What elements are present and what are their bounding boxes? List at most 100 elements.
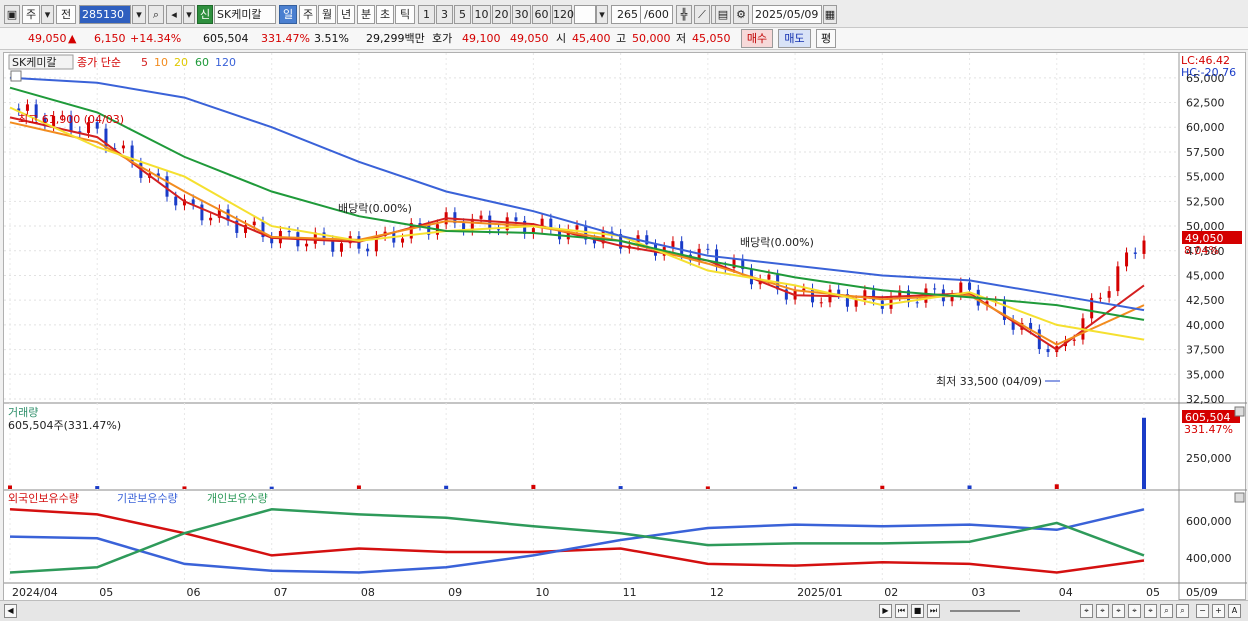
speaker-icon[interactable]: ◂ — [166, 5, 182, 24]
candle-body — [1072, 339, 1076, 341]
tool-icon-2[interactable]: ⌖ — [1096, 604, 1109, 618]
candle-type-icon[interactable]: ╬ — [676, 5, 692, 24]
volume-y-tick: 250,000 — [1186, 452, 1232, 465]
candle-body — [191, 199, 195, 205]
scroll-right-icon[interactable]: ▶ — [879, 604, 892, 618]
chart-area[interactable]: 65,000 62,500 60,000 57,500 55,000 52,500 50,0… — [3, 52, 1247, 601]
candle-body — [968, 282, 972, 290]
zoom-slider[interactable] — [950, 610, 1020, 612]
candle-body — [17, 108, 21, 111]
market-select[interactable]: 주 — [22, 5, 40, 24]
candle-body — [462, 223, 466, 231]
volume-bar — [8, 485, 12, 489]
candle-body — [244, 225, 248, 233]
ma5-legend: 5 — [141, 56, 148, 69]
volume-bar — [444, 485, 449, 489]
tool-icon-6[interactable]: ⌕ — [1160, 604, 1173, 618]
interval-120[interactable]: 120 — [552, 5, 574, 24]
sell-button[interactable]: 매도 — [778, 29, 811, 48]
interval-30[interactable]: 30 — [512, 5, 531, 24]
current-price: 49,050 — [28, 32, 67, 45]
candle-body — [209, 217, 213, 221]
volume-pct-tag: 331.47% — [1184, 423, 1233, 436]
market-dropdown-icon[interactable]: ▾ — [41, 5, 54, 24]
buy-button[interactable]: 매수 — [741, 29, 773, 48]
candle-body — [409, 223, 413, 239]
price-y-tick-label: 47,500 — [1186, 245, 1225, 258]
candle-body — [479, 215, 483, 219]
candle-body — [671, 241, 675, 248]
candle-body — [331, 240, 335, 252]
interval-60[interactable]: 60 — [532, 5, 551, 24]
tool-icon-1[interactable]: ⌖ — [1080, 604, 1093, 618]
scroll-end-icon[interactable]: ⏭ — [927, 604, 940, 618]
interval-10[interactable]: 10 — [472, 5, 491, 24]
x-axis-label: 08 — [361, 586, 375, 599]
tool-icon-4[interactable]: ⌖ — [1128, 604, 1141, 618]
interval-5[interactable]: 5 — [454, 5, 471, 24]
period-tick-tab[interactable]: 틱 — [395, 5, 415, 24]
holding-close-icon[interactable] — [1234, 492, 1245, 503]
stock-code-input[interactable]: 285130 — [79, 5, 131, 24]
interval-3[interactable]: 3 — [436, 5, 453, 24]
new-badge: 신 — [197, 5, 213, 24]
high-annotation: 최고 61,900 (04/03) — [18, 113, 124, 126]
count-input[interactable]: 265 — [611, 5, 641, 24]
candle-body — [854, 300, 858, 307]
candle-style-icon[interactable] — [10, 70, 22, 82]
period-day-tab[interactable]: 일 — [279, 5, 297, 24]
candle-body — [113, 148, 117, 150]
speaker-dropdown-icon[interactable]: ▾ — [183, 5, 195, 24]
holding-lines — [9, 508, 1145, 574]
ask-price: 49,100 — [462, 32, 501, 45]
scroll-bar[interactable]: ◀ ▶ ⏮ ■ ⏭ ⌖ ⌖ ⌖ ⌖ ⌖ ⌕ ⌕ − + A — [0, 600, 1248, 621]
high-price: 50,000 — [632, 32, 671, 45]
period-week-tab[interactable]: 주 — [299, 5, 317, 24]
zoom-out-icon[interactable]: − — [1196, 604, 1209, 618]
candle-body — [1090, 298, 1094, 319]
period-second-tab[interactable]: 초 — [376, 5, 394, 24]
price-y-tick-label: 40,000 — [1186, 319, 1225, 332]
window-icon[interactable]: ▣ — [4, 5, 20, 24]
candle-body — [706, 248, 710, 250]
candle-body — [1098, 297, 1102, 299]
interval-20[interactable]: 20 — [492, 5, 511, 24]
search-icon[interactable]: ⌕ — [148, 5, 164, 24]
holding-line-1 — [9, 508, 1145, 574]
line-tool-icon[interactable]: ⟋ — [694, 5, 710, 24]
date-input[interactable]: 2025/05/09 — [752, 5, 822, 24]
candle-body — [95, 122, 99, 129]
x-axis-label: 05/09 — [1186, 586, 1218, 599]
chart-svg[interactable]: 65,000 62,500 60,000 57,500 55,000 52,500 50,0… — [4, 53, 1247, 601]
volume-close-icon[interactable] — [1234, 406, 1245, 417]
scroll-start-icon[interactable]: ⏮ — [895, 604, 908, 618]
period-month-tab[interactable]: 월 — [318, 5, 336, 24]
interval-1[interactable]: 1 — [418, 5, 435, 24]
x-axis-label: 11 — [623, 586, 637, 599]
scroll-left-icon[interactable]: ◀ — [4, 604, 17, 618]
save-icon[interactable]: ▤ — [715, 5, 731, 24]
calendar-icon[interactable]: ▦ — [823, 5, 837, 24]
candle-body — [104, 128, 108, 149]
low-annotation: 최저 33,500 (04/09) — [936, 375, 1042, 388]
tool-icon-7[interactable]: ⌕ — [1176, 604, 1189, 618]
volume-bar — [269, 486, 274, 489]
prev-button[interactable]: 전 — [56, 5, 76, 24]
candle-body — [1002, 301, 1006, 320]
interval-dropdown-icon[interactable]: ▾ — [596, 5, 608, 24]
period-minute-tab[interactable]: 분 — [357, 5, 375, 24]
settings-icon[interactable]: ⚙ — [733, 5, 749, 24]
auto-scale-icon[interactable]: A — [1228, 604, 1241, 618]
stop-icon[interactable]: ■ — [911, 604, 924, 618]
candle-body — [819, 302, 823, 304]
zoom-in-icon[interactable]: + — [1212, 604, 1225, 618]
tool-icon-5[interactable]: ⌖ — [1144, 604, 1157, 618]
stock-name-field[interactable]: SK케미칼 — [214, 5, 276, 24]
period-year-tab[interactable]: 년 — [337, 5, 355, 24]
custom-interval-input[interactable] — [574, 5, 596, 24]
x-axis-label: 05 — [99, 586, 113, 599]
code-dropdown-icon[interactable]: ▾ — [132, 5, 146, 24]
ma-line-20 — [9, 106, 1145, 341]
tool-icon-3[interactable]: ⌖ — [1112, 604, 1125, 618]
eval-button[interactable]: 평 — [816, 29, 836, 48]
